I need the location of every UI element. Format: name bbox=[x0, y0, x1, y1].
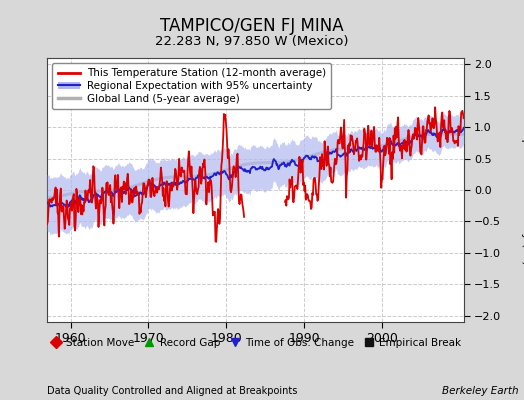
Legend: This Temperature Station (12-month average), Regional Expectation with 95% uncer: This Temperature Station (12-month avera… bbox=[52, 63, 331, 109]
Legend: Station Move, Record Gap, Time of Obs. Change, Empirical Break: Station Move, Record Gap, Time of Obs. C… bbox=[47, 335, 464, 351]
Text: TAMPICO/GEN FJ MINA: TAMPICO/GEN FJ MINA bbox=[160, 17, 343, 35]
Text: 22.283 N, 97.850 W (Mexico): 22.283 N, 97.850 W (Mexico) bbox=[155, 36, 348, 48]
Text: Data Quality Controlled and Aligned at Breakpoints: Data Quality Controlled and Aligned at B… bbox=[47, 386, 298, 396]
Y-axis label: Temperature Anomaly (°C): Temperature Anomaly (°C) bbox=[521, 116, 524, 264]
Text: Berkeley Earth: Berkeley Earth bbox=[442, 386, 519, 396]
